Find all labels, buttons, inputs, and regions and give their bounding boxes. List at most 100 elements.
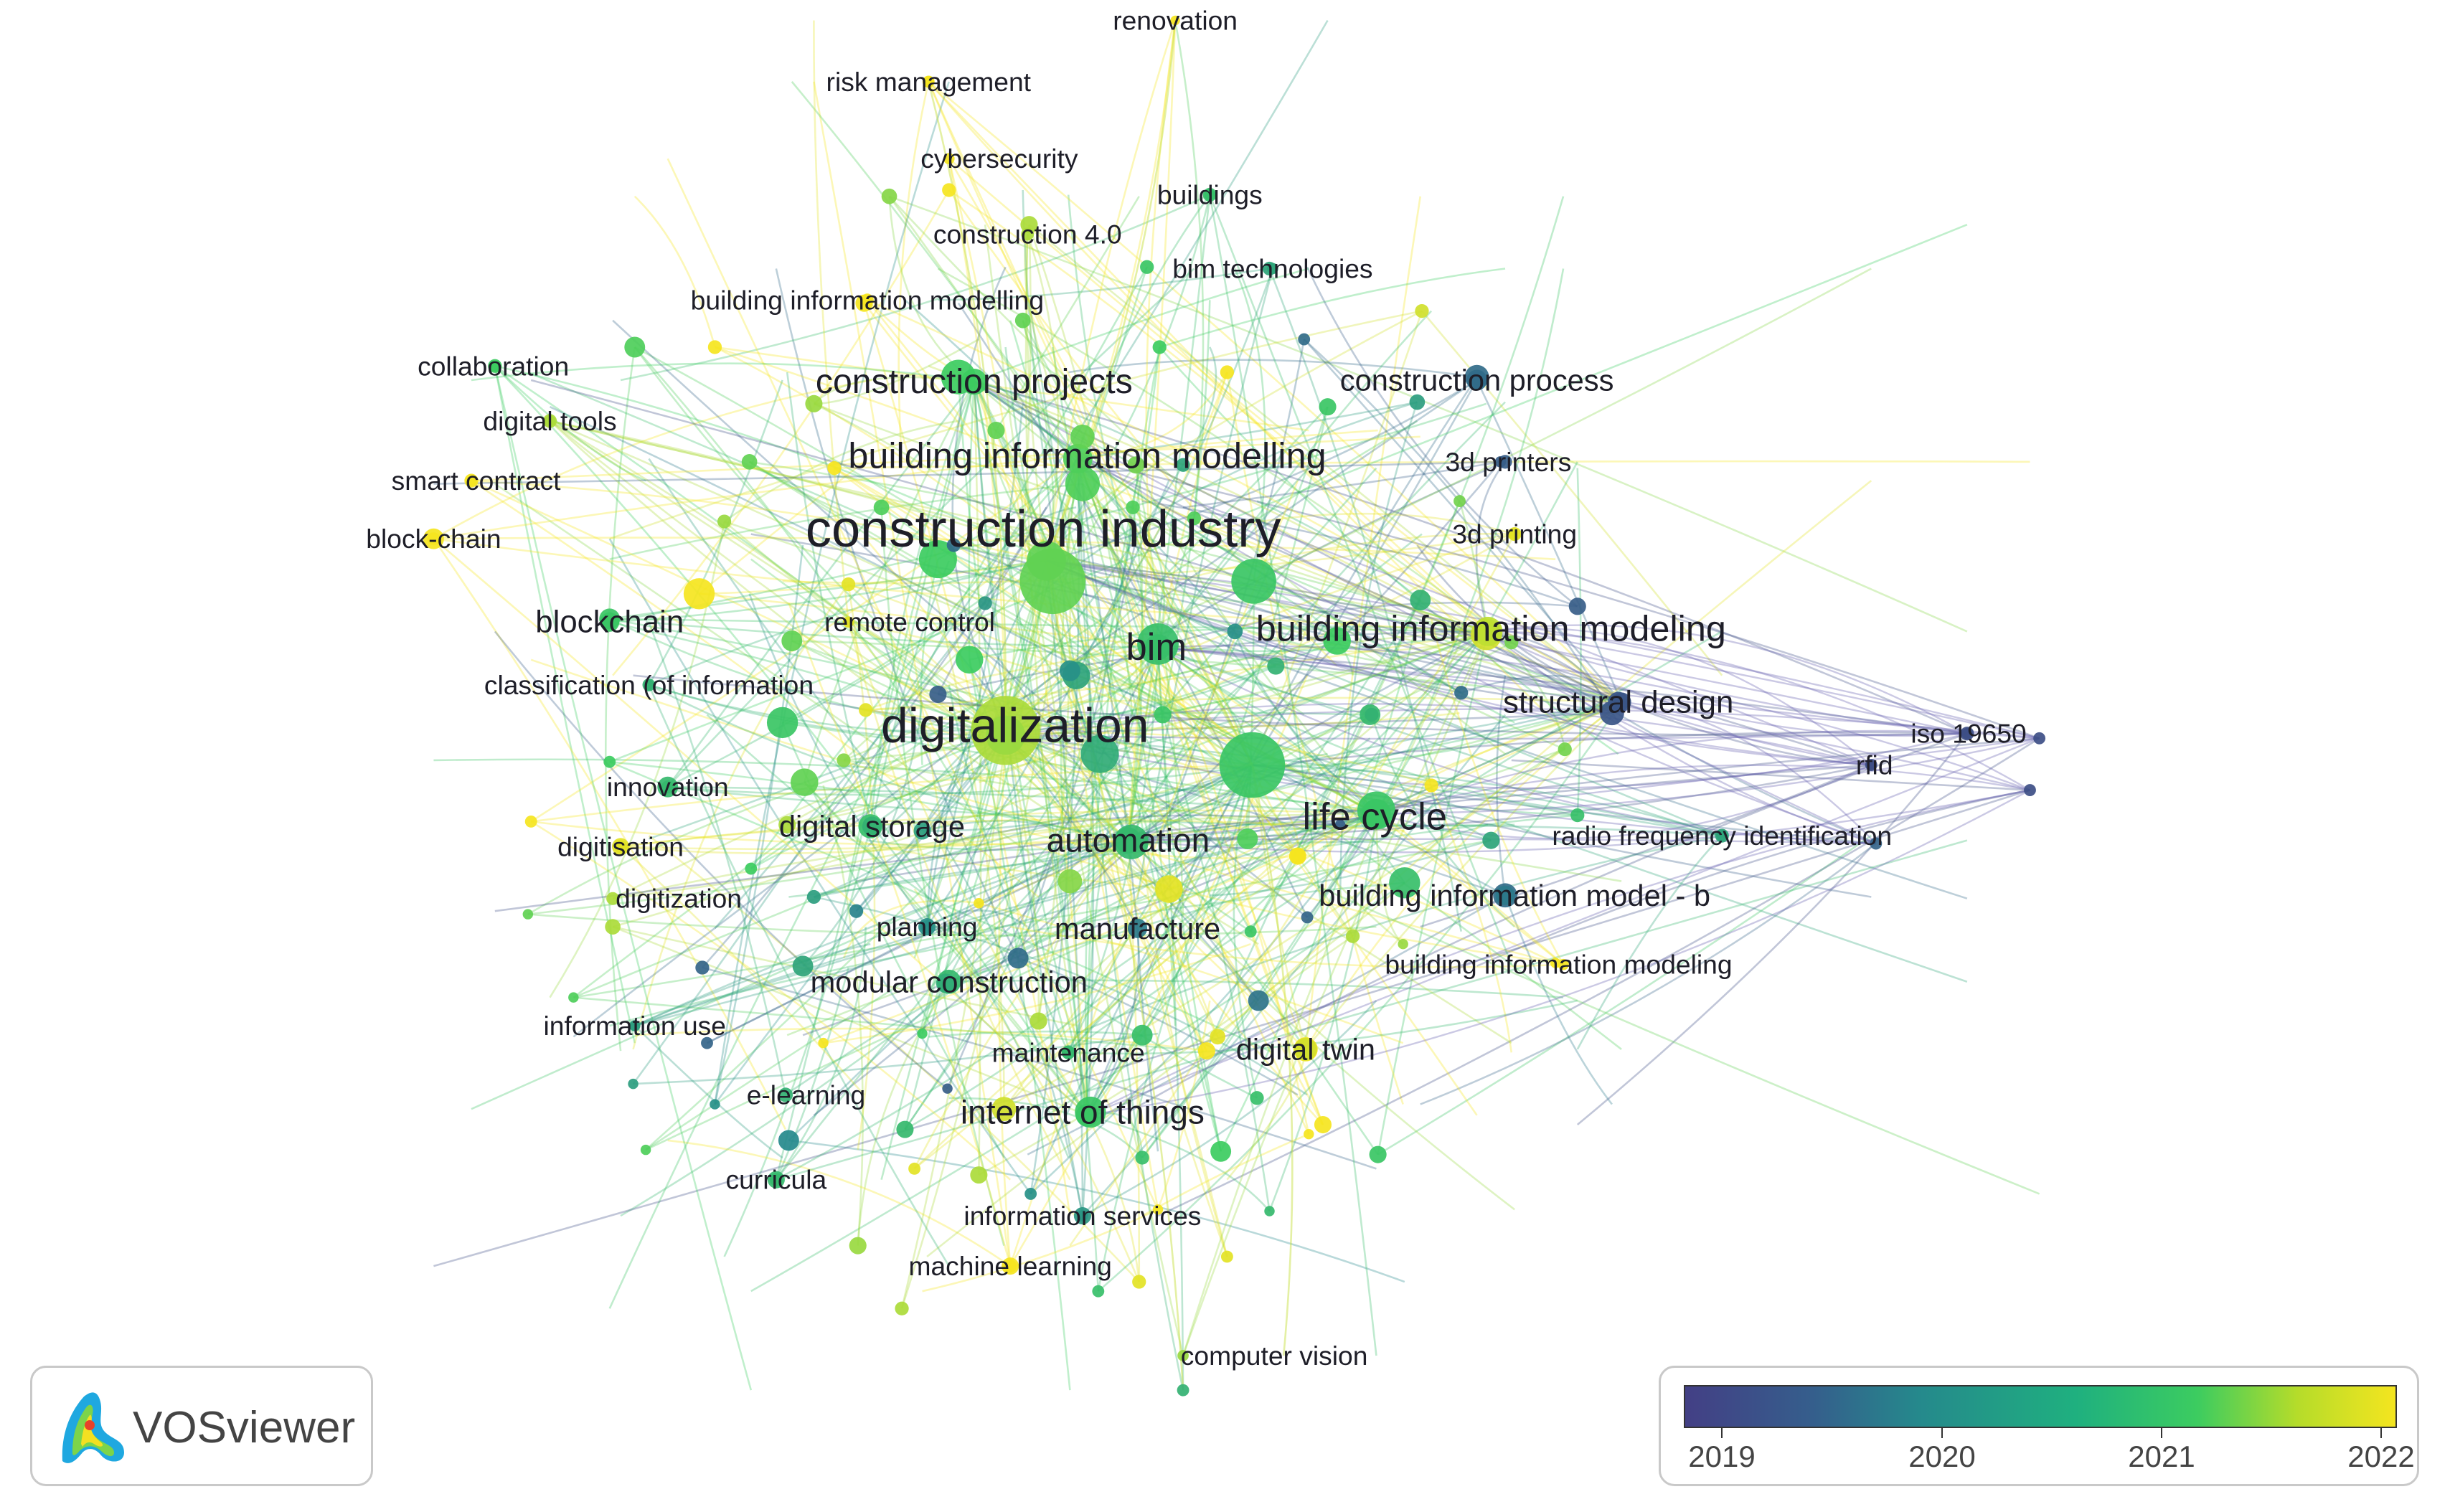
label-digitisation[interactable]: digitisation (557, 831, 684, 861)
keyword-node[interactable] (1197, 1042, 1215, 1060)
node-manufacture[interactable] (1127, 918, 1148, 938)
keyword-node[interactable] (1314, 1115, 1332, 1134)
label-classification-of-information[interactable]: classification (of information (484, 670, 814, 700)
keyword-node[interactable] (942, 1083, 953, 1094)
keyword-node[interactable] (524, 815, 537, 828)
keyword-node[interactable] (707, 340, 722, 354)
keyword-node[interactable] (1453, 495, 1466, 508)
keyword-node[interactable] (781, 630, 803, 651)
label-iso-19650[interactable]: iso 19650 (1910, 719, 2026, 749)
node-renovation[interactable] (1170, 15, 1180, 26)
keyword-node[interactable] (741, 454, 758, 470)
keyword-node[interactable] (978, 596, 992, 610)
keyword-node[interactable] (843, 617, 854, 628)
keyword-node[interactable] (683, 578, 715, 610)
keyword-node[interactable] (766, 707, 798, 739)
keyword-node[interactable] (1057, 869, 1083, 894)
label-buildings[interactable]: buildings (1157, 180, 1263, 210)
node-cybersecurity[interactable] (943, 153, 955, 165)
keyword-node[interactable] (717, 514, 732, 529)
node-life-cycle[interactable] (1361, 798, 1391, 828)
node-blockchain[interactable] (600, 612, 620, 632)
keyword-node[interactable] (1065, 466, 1101, 501)
node-building-information-model-b[interactable] (1495, 885, 1515, 905)
keyword-node[interactable] (1210, 1029, 1226, 1045)
node-building-information-modelling[interactable] (1063, 444, 1093, 473)
node-collaboration[interactable] (489, 360, 501, 372)
label-construction-process[interactable]: construction process (1340, 363, 1614, 397)
keyword-node[interactable] (805, 394, 823, 412)
keyword-node[interactable] (1415, 303, 1429, 318)
label-construction-4-0[interactable]: construction 4.0 (933, 219, 1122, 249)
keyword-node[interactable] (881, 188, 897, 204)
keyword-node[interactable] (841, 577, 856, 592)
label-blockchain[interactable]: blockchain (535, 605, 684, 640)
keyword-node[interactable] (603, 755, 616, 768)
label-digital-storage[interactable]: digital storage (779, 809, 965, 843)
keyword-node[interactable] (1131, 1024, 1153, 1046)
node-building-information-modeling[interactable] (1473, 616, 1503, 646)
keyword-node[interactable] (1219, 732, 1286, 798)
keyword-node[interactable] (778, 1130, 799, 1151)
keyword-node[interactable] (628, 1078, 639, 1090)
label-building-information-model-b[interactable]: building information model - b (1319, 879, 1710, 912)
label-renovation[interactable]: renovation (1113, 5, 1238, 35)
keyword-node[interactable] (1127, 456, 1145, 474)
keyword-node[interactable] (974, 898, 984, 909)
node-buildings[interactable] (1204, 189, 1216, 201)
node-digitization[interactable] (606, 892, 620, 905)
node-structural-design[interactable] (1611, 692, 1631, 712)
label-machine-learning[interactable]: machine learning (908, 1251, 1111, 1281)
node-risk-management[interactable] (923, 76, 935, 88)
node-curricula[interactable] (769, 1173, 783, 1186)
node-modular-construction[interactable] (936, 973, 956, 993)
keyword-node[interactable] (1424, 778, 1438, 793)
label-collaboration[interactable]: collaboration (418, 351, 569, 381)
keyword-node[interactable] (1014, 312, 1031, 329)
label-building-information-modeling[interactable]: building information modeling (1256, 608, 1726, 649)
keyword-node[interactable] (1237, 828, 1258, 849)
keyword-node[interactable] (1409, 394, 1426, 410)
node-e-learning[interactable] (778, 1087, 793, 1102)
keyword-node[interactable] (1155, 875, 1183, 903)
keyword-node[interactable] (2033, 732, 2046, 745)
keyword-node[interactable] (991, 1097, 1017, 1122)
label-manufacture[interactable]: manufacture (1055, 912, 1220, 945)
label-construction-industry[interactable]: construction industry (806, 501, 1281, 558)
keyword-node[interactable] (1482, 831, 1500, 849)
label-building-information-modelling[interactable]: building information modelling (848, 435, 1326, 476)
keyword-node[interactable] (946, 538, 961, 552)
keyword-node[interactable] (1126, 500, 1140, 515)
label-digital-twin[interactable]: digital twin (1236, 1032, 1375, 1066)
keyword-node[interactable] (849, 1237, 867, 1255)
keyword-node[interactable] (1152, 1204, 1164, 1215)
keyword-node[interactable] (1227, 623, 1243, 640)
keyword-node[interactable] (1140, 260, 1154, 274)
node-construction-process[interactable] (1469, 372, 1485, 389)
label-radio-frequency-identification[interactable]: radio frequency identification (1552, 821, 1892, 851)
label-smart-contract[interactable]: smart contract (392, 466, 561, 496)
keyword-node[interactable] (917, 1028, 928, 1039)
keyword-node[interactable] (859, 703, 873, 717)
keyword-node[interactable] (1267, 657, 1285, 675)
label-computer-vision[interactable]: computer vision (1181, 1341, 1368, 1371)
node-computer-vision[interactable] (1177, 1350, 1189, 1361)
keyword-node[interactable] (955, 646, 984, 674)
label-automation[interactable]: automation (1047, 822, 1210, 859)
label-life-cycle[interactable]: life cycle (1303, 795, 1448, 838)
keyword-node[interactable] (1210, 1140, 1232, 1162)
keyword-node[interactable] (918, 540, 957, 579)
label-cybersecurity[interactable]: cybersecurity (920, 143, 1078, 174)
keyword-node[interactable] (1024, 1187, 1037, 1200)
keyword-node[interactable] (895, 1301, 909, 1315)
keyword-node[interactable] (1568, 597, 1586, 615)
node-building-information-modeling-2[interactable] (1558, 958, 1569, 970)
keyword-node[interactable] (1570, 808, 1585, 823)
keyword-node[interactable] (1152, 340, 1167, 354)
node-3d-printers[interactable] (1494, 456, 1507, 468)
keyword-node[interactable] (1369, 1145, 1387, 1163)
label-innovation[interactable]: innovation (607, 772, 729, 802)
label-digitization[interactable]: digitization (616, 884, 742, 914)
keyword-node[interactable] (1319, 398, 1337, 416)
